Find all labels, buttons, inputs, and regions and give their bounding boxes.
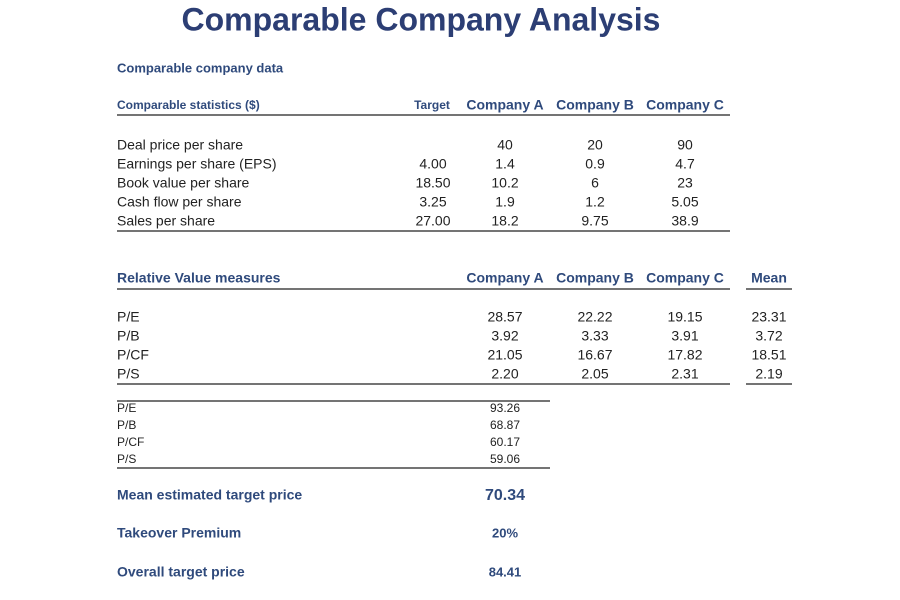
cell: 22.22: [577, 309, 612, 325]
cell: 4.7: [675, 156, 695, 172]
row-label: P/CF: [117, 347, 149, 363]
cell: 2.19: [755, 366, 782, 382]
cell: 38.9: [671, 213, 698, 229]
cell: 3.33: [581, 328, 608, 344]
section-heading: Relative Value measures: [117, 270, 281, 286]
cell: 6: [591, 175, 599, 191]
cell: 3.91: [671, 328, 698, 344]
column-header: Company A: [466, 97, 543, 113]
cell: 27.00: [415, 213, 450, 229]
column-header: Company C: [646, 97, 724, 113]
cell: 1.2: [585, 194, 605, 210]
cell: 2.31: [671, 366, 698, 382]
column-header: Target: [414, 98, 450, 112]
summary-label: Takeover Premium: [117, 525, 241, 541]
column-header: Company B: [556, 97, 634, 113]
row-label: P/E: [117, 309, 140, 325]
cell: 59.06: [490, 452, 520, 466]
cell: 68.87: [490, 418, 520, 432]
cell: 16.67: [577, 347, 612, 363]
summary-value: 84.41: [489, 564, 522, 579]
cell: 28.57: [487, 309, 522, 325]
row-label: P/B: [117, 418, 136, 432]
cell: 40: [497, 137, 513, 153]
column-header: Company B: [556, 270, 634, 286]
row-label: P/S: [117, 452, 136, 466]
cell: 60.17: [490, 435, 520, 449]
cell: 23: [677, 175, 693, 191]
column-header: Company C: [646, 270, 724, 286]
row-label: Cash flow per share: [117, 194, 242, 210]
cell: 4.00: [419, 156, 446, 172]
row-label: P/B: [117, 328, 140, 344]
row-label: P/E: [117, 401, 136, 415]
cell: 20: [587, 137, 603, 153]
summary-label: Mean estimated target price: [117, 487, 302, 503]
row-label: Sales per share: [117, 213, 215, 229]
row-label: Earnings per share (EPS): [117, 156, 277, 172]
cell: 9.75: [581, 213, 608, 229]
cell: 17.82: [667, 347, 702, 363]
cell: 19.15: [667, 309, 702, 325]
cell: 5.05: [671, 194, 698, 210]
row-label: Deal price per share: [117, 137, 243, 153]
cell: 90: [677, 137, 693, 153]
row-label: Book value per share: [117, 175, 250, 191]
section-heading: Comparable company data: [117, 60, 284, 75]
column-header: Comparable statistics ($): [117, 98, 260, 112]
cell: 3.25: [419, 194, 446, 210]
summary-label: Overall target price: [117, 564, 245, 580]
cell: 0.9: [585, 156, 605, 172]
summary-value: 20%: [492, 525, 518, 540]
cell: 1.9: [495, 194, 515, 210]
cell: 18.2: [491, 213, 518, 229]
column-header: Company A: [466, 270, 543, 286]
row-label: P/CF: [117, 435, 144, 449]
cell: 10.2: [491, 175, 518, 191]
row-label: P/S: [117, 366, 140, 382]
column-header: Mean: [751, 270, 787, 286]
cell: 2.05: [581, 366, 608, 382]
cell: 3.92: [491, 328, 518, 344]
cell: 2.20: [491, 366, 518, 382]
cell: 93.26: [490, 401, 520, 415]
cell: 3.72: [755, 328, 782, 344]
summary-value: 70.34: [485, 487, 525, 504]
cell: 18.50: [415, 175, 450, 191]
cell: 18.51: [751, 347, 786, 363]
cell: 23.31: [751, 309, 786, 325]
page-title: Comparable Company Analysis: [182, 1, 661, 37]
cell: 21.05: [487, 347, 522, 363]
cell: 1.4: [495, 156, 515, 172]
